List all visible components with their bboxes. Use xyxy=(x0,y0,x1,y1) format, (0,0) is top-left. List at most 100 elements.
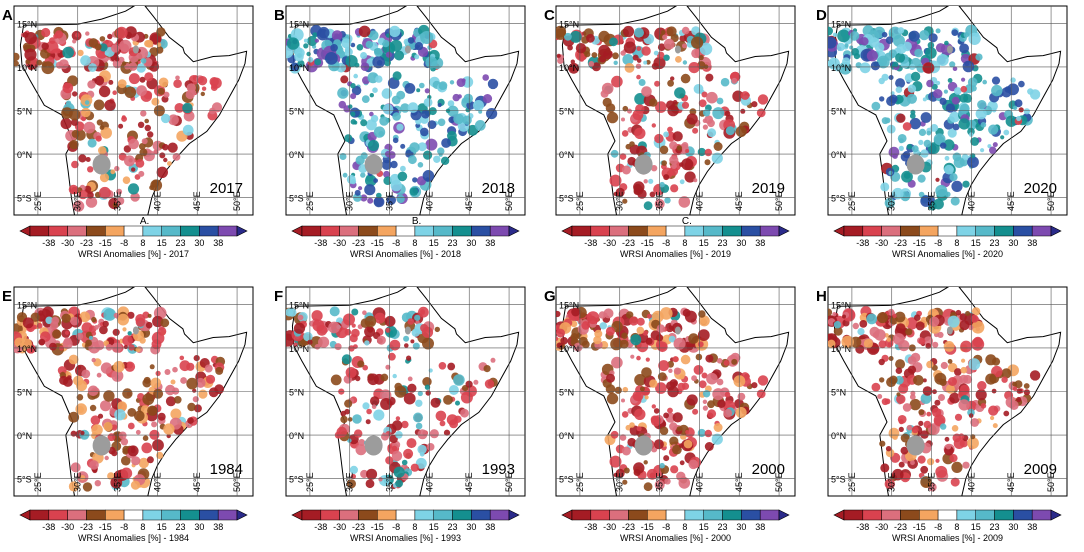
legend-tick: 30 xyxy=(1008,238,1018,248)
legend-tick: -8 xyxy=(392,522,400,532)
map-panel-a: 15°N 10°N 5°N 0°N 5°S 25°E 30°E 35°E 40°E 45°E 50°… xyxy=(2,5,254,227)
anomaly-field xyxy=(286,24,499,208)
map-panel-e: 15°N 10°N 5°N 0°N 5°S 25°E 30°E 35°E 40°E 45°E 50°… xyxy=(2,286,254,497)
lon-label: 40°E xyxy=(694,472,704,492)
lon-label: 50°E xyxy=(232,472,242,492)
legend-title-year: 2019 xyxy=(711,249,731,259)
legend-tick: 38 xyxy=(1027,238,1037,248)
lat-label: 5°N xyxy=(831,107,846,117)
lake-tana xyxy=(946,326,953,335)
anomaly-field xyxy=(14,306,226,492)
panel-tag: A. xyxy=(140,216,149,227)
legend-tick: 15 xyxy=(971,522,981,532)
colorbar-bin xyxy=(609,509,629,521)
colorbar-bin xyxy=(956,225,976,237)
lat-label: 10°N xyxy=(289,344,309,354)
colorbar-bin xyxy=(937,225,958,237)
colorbar-bin xyxy=(937,509,958,521)
panel-year: 1993 xyxy=(482,461,515,478)
map-panel-g: 15°N 10°N 5°N 0°N 5°S 25°E 30°E 35°E 40°E 45°E 50°… xyxy=(544,286,796,497)
panel-year: 2017 xyxy=(210,180,243,197)
lon-label: 25°E xyxy=(575,191,585,211)
lake-victoria xyxy=(634,154,653,175)
legend-tick: 38 xyxy=(1027,522,1037,532)
lon-label: 30°E xyxy=(887,472,897,492)
colorbar-bin xyxy=(301,509,322,521)
lake-tana xyxy=(674,45,681,54)
legend-tick: -8 xyxy=(934,238,942,248)
lat-label: 5°S xyxy=(17,194,32,204)
lon-label: 45°E xyxy=(192,472,202,492)
lat-label: 10°N xyxy=(559,63,579,73)
lat-label: 5°N xyxy=(831,388,846,398)
colorbar-bin xyxy=(471,225,491,237)
legend-tick: 38 xyxy=(755,238,765,248)
colorbar-bin xyxy=(489,225,510,237)
lon-label: 40°E xyxy=(152,472,162,492)
legend-tick: 8 xyxy=(682,522,687,532)
lon-label: 35°E xyxy=(113,472,123,492)
lake-victoria xyxy=(92,435,111,456)
lat-label: 10°N xyxy=(17,63,37,73)
legend-tick: 8 xyxy=(954,238,959,248)
legend-title: WRSI Anomalies [%] - 1984 xyxy=(78,533,189,543)
colorbar-bin xyxy=(161,225,181,237)
colorbar-bin xyxy=(900,225,920,237)
lat-label: 0°N xyxy=(17,150,32,160)
lon-label: 40°E xyxy=(966,191,976,211)
legend-tick: -30 xyxy=(603,522,616,532)
colorbar-bin xyxy=(975,225,995,237)
legend-tick: -30 xyxy=(333,522,346,532)
colorbar-bin xyxy=(199,509,219,521)
colorbar-bin xyxy=(123,509,144,521)
colorbar-bin xyxy=(161,509,181,521)
colorbar-bin xyxy=(665,509,686,521)
lon-label: 35°E xyxy=(927,191,937,211)
legend-title-prefix: WRSI Anomalies [%] - xyxy=(620,249,711,259)
colorbar-bin xyxy=(647,225,667,237)
lat-label: 5°S xyxy=(559,194,574,204)
legend-tick: -8 xyxy=(392,238,400,248)
lon-label: 35°E xyxy=(655,191,665,211)
legend-tick: -8 xyxy=(662,522,670,532)
anomaly-field xyxy=(286,306,498,490)
legend-tick: -38 xyxy=(584,238,597,248)
lon-label: 25°E xyxy=(305,191,315,211)
lake-tana xyxy=(404,326,411,335)
lat-label: 10°N xyxy=(831,344,851,354)
lon-label: 40°E xyxy=(424,472,434,492)
legend-tick: -15 xyxy=(371,238,384,248)
legend-tick: 38 xyxy=(213,238,223,248)
lon-label: 45°E xyxy=(464,191,474,211)
panel-year: 2000 xyxy=(752,461,785,478)
lat-label: 0°N xyxy=(289,150,304,160)
lake-tana xyxy=(946,45,953,54)
colorbar-bin xyxy=(1031,225,1052,237)
anomaly-field xyxy=(828,24,1041,211)
colorbar-bin xyxy=(199,225,219,237)
colorbar-bin xyxy=(320,509,340,521)
colorbar-bin xyxy=(722,509,742,521)
legend-title-prefix: WRSI Anomalies [%] - xyxy=(350,533,441,543)
lon-label: 30°E xyxy=(615,472,625,492)
anomaly-field xyxy=(828,306,1041,492)
lon-label: 50°E xyxy=(774,191,784,211)
lake-tana xyxy=(674,326,681,335)
colorbar-bin xyxy=(1031,509,1052,521)
legend-title-year: 1993 xyxy=(441,533,461,543)
lon-label: 45°E xyxy=(1006,191,1016,211)
legend-tick: -8 xyxy=(120,522,128,532)
legend-tick: -30 xyxy=(603,238,616,248)
colorbar-bin xyxy=(919,225,939,237)
graticule xyxy=(14,6,253,215)
legend-tick: 8 xyxy=(682,238,687,248)
colorbar-legend: -38 -30 -23 -15 -8 8 15 23 30 38 WRSI Anomalies [%… xyxy=(561,509,790,543)
colorbar-bin xyxy=(180,509,200,521)
colorbar-bin xyxy=(452,225,472,237)
lon-label: 25°E xyxy=(33,472,43,492)
colorbar-bin xyxy=(142,225,162,237)
colorbar-bin xyxy=(843,509,864,521)
legend-tick: 15 xyxy=(157,522,167,532)
lat-label: 0°N xyxy=(289,431,304,441)
